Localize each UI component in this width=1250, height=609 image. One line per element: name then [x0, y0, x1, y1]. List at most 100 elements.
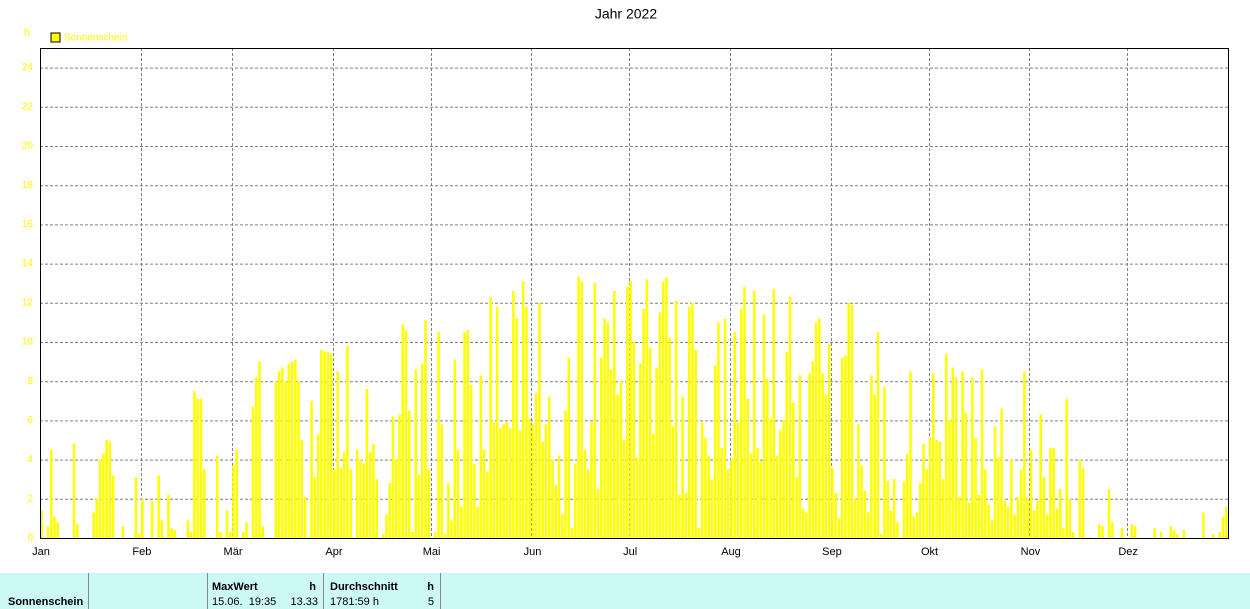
- bar: [349, 469, 352, 538]
- bar: [928, 438, 932, 538]
- bar: [300, 440, 304, 538]
- bar: [684, 492, 688, 538]
- bar: [870, 375, 873, 538]
- bar: [173, 530, 177, 538]
- bar: [622, 440, 626, 538]
- bar: [1107, 489, 1111, 538]
- bar: [925, 469, 929, 538]
- bar: [798, 375, 802, 538]
- bar: [909, 371, 912, 538]
- bar: [443, 534, 447, 538]
- x-tick-label: Jan: [32, 546, 50, 558]
- bar: [1058, 489, 1062, 538]
- bar: [1111, 522, 1114, 538]
- bar: [336, 371, 339, 538]
- bar: [333, 469, 336, 538]
- bar: [346, 345, 349, 538]
- bar: [892, 479, 896, 538]
- bar: [150, 500, 154, 538]
- bar: [368, 451, 372, 538]
- bar: [489, 296, 492, 538]
- summary-band: [0, 573, 1250, 609]
- bar: [1029, 449, 1033, 538]
- bar: [759, 461, 763, 538]
- bar: [228, 532, 232, 538]
- bar: [756, 447, 759, 538]
- bar: [958, 496, 961, 538]
- bar: [551, 459, 554, 538]
- bar: [713, 365, 717, 538]
- bar: [753, 291, 756, 538]
- bar: [951, 367, 955, 538]
- bar: [92, 512, 95, 538]
- bar: [339, 467, 343, 538]
- bar: [762, 314, 766, 538]
- bar: [935, 440, 938, 538]
- bar: [261, 526, 265, 538]
- x-tick-label: Apr: [325, 546, 342, 558]
- bar: [648, 347, 652, 538]
- bar: [492, 422, 496, 538]
- bar: [590, 422, 593, 538]
- bar: [502, 424, 505, 538]
- bar: [407, 410, 411, 538]
- bar: [918, 483, 922, 538]
- bar: [46, 526, 50, 538]
- x-tick-label: Feb: [132, 546, 151, 558]
- bar: [323, 351, 326, 538]
- bar: [844, 355, 847, 538]
- bar: [1045, 514, 1049, 538]
- bar: [821, 373, 824, 538]
- bar: [365, 389, 369, 538]
- bar: [635, 457, 639, 538]
- bar: [853, 498, 857, 538]
- bar: [889, 510, 893, 538]
- bar: [277, 371, 281, 538]
- bar: [381, 534, 385, 538]
- bar: [704, 438, 707, 538]
- bar: [824, 394, 828, 538]
- bar: [691, 302, 694, 538]
- bar: [160, 520, 164, 538]
- bar: [225, 510, 229, 538]
- bar: [547, 396, 551, 538]
- x-tick-label: Okt: [921, 546, 938, 558]
- bar: [460, 506, 463, 538]
- bar: [121, 526, 125, 538]
- bar: [297, 381, 300, 538]
- x-tick-label: Mai: [423, 546, 441, 558]
- bar: [134, 477, 138, 538]
- bar: [720, 447, 723, 538]
- bar: [668, 338, 671, 538]
- bar: [577, 276, 580, 538]
- bar: [469, 385, 473, 538]
- bar: [785, 351, 789, 538]
- bar: [447, 483, 450, 538]
- bar: [1159, 532, 1163, 538]
- bar: [1169, 526, 1173, 538]
- bar: [1013, 514, 1016, 538]
- x-tick-label: Jun: [524, 546, 542, 558]
- bar: [1010, 459, 1013, 538]
- bar: [255, 377, 258, 538]
- bar: [245, 522, 248, 538]
- bar: [193, 391, 196, 538]
- bar: [251, 406, 255, 538]
- bar: [792, 402, 795, 538]
- bar: [896, 522, 899, 538]
- plot-border: [40, 48, 1229, 539]
- bar: [840, 357, 844, 538]
- bar: [411, 532, 414, 538]
- bar: [971, 377, 974, 538]
- bar: [95, 498, 99, 538]
- y-tick-label: 24: [22, 62, 34, 73]
- x-tick-label: Dez: [1118, 546, 1138, 558]
- bar: [1120, 528, 1124, 538]
- bar: [98, 459, 102, 538]
- bar: [879, 534, 883, 538]
- bar: [619, 381, 623, 538]
- bar: [993, 426, 997, 538]
- bar: [355, 449, 359, 538]
- bar: [199, 398, 203, 538]
